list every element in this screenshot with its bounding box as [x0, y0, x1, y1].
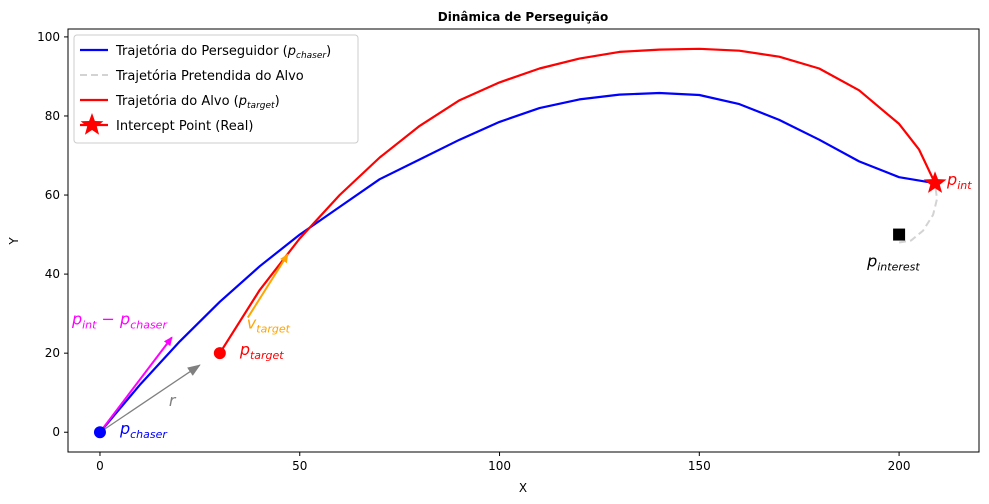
x-tick-label: 50 [292, 459, 307, 473]
velocity-label: vtarget [247, 314, 291, 336]
chaser-point [93, 426, 106, 439]
intercept-label: pint [946, 170, 972, 192]
x-tick-label: 200 [888, 459, 911, 473]
r-vector [99, 364, 201, 433]
legend-box [73, 34, 359, 144]
plot-frame [67, 28, 980, 453]
y-tick-label: 20 [45, 346, 60, 360]
legend: Trajetória do Perseguidor (pchaser) Traje… [73, 34, 359, 144]
chaser-trajectory-line [99, 91, 936, 433]
axes: 0 50 100 150 200 0 20 40 60 80 100 [37, 28, 980, 473]
y-tick-label: 100 [37, 30, 60, 44]
plot-area: pchaser ptarget pint pinterest vtarget r pint … [71, 47, 972, 441]
intercept-point-star [923, 171, 947, 193]
y-tick-label: 60 [45, 188, 60, 202]
legend-label: Trajetória do Perseguidor (pchaser) [115, 44, 331, 61]
y-tick-label: 40 [45, 267, 60, 281]
r-label: r [169, 391, 177, 410]
x-tick-label: 0 [96, 459, 104, 473]
target-label: ptarget [239, 340, 284, 362]
legend-label: Trajetória Pretendida do Alvo [115, 69, 304, 84]
legend-label: Intercept Point (Real) [116, 119, 253, 134]
relative-position-vector [99, 336, 173, 433]
y-axis-label: Y [7, 237, 21, 246]
target-point [213, 347, 226, 360]
target-velocity-vector [246, 253, 289, 319]
chart-title: Dinâmica de Perseguição [438, 10, 608, 24]
intended-target-trajectory-line [898, 183, 938, 244]
y-tick-label: 80 [45, 109, 60, 123]
x-tick-label: 150 [688, 459, 711, 473]
y-tick-label: 0 [52, 425, 60, 439]
legend-label: Trajetória do Alvo (ptarget) [115, 94, 280, 111]
x-axis-label: X [519, 481, 527, 495]
x-tick-label: 100 [488, 459, 511, 473]
legend-star-swatch [80, 113, 104, 135]
relative-vector-label: pint − pchaser [71, 309, 168, 331]
chaser-label: pchaser [119, 419, 168, 441]
interest-label: pinterest [866, 252, 920, 274]
interest-point [893, 228, 906, 241]
target-trajectory-line [218, 47, 936, 354]
